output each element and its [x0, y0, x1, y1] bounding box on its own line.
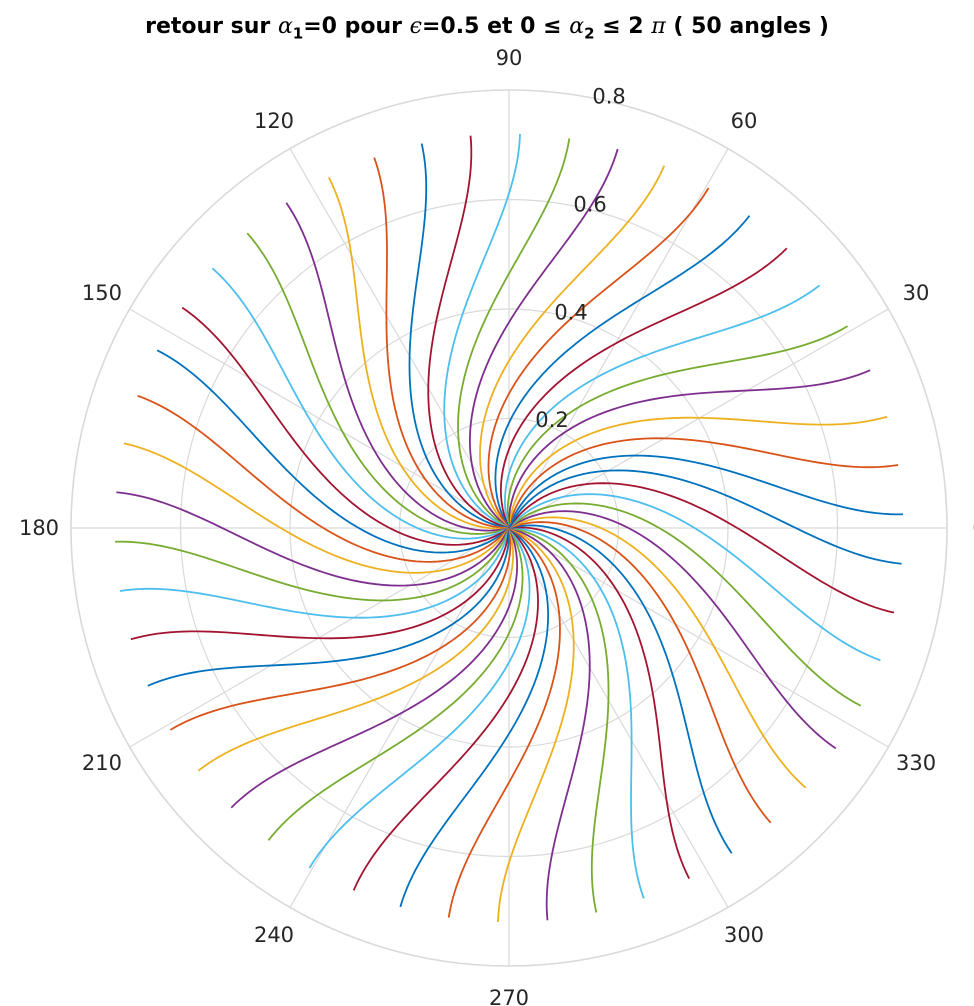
series-line-1	[508, 437, 899, 529]
series-line-39	[508, 527, 610, 913]
series-line-12	[443, 133, 521, 529]
series-line-34	[352, 527, 539, 891]
title-alpha2-subscript: 2	[584, 24, 595, 43]
angle-tick-label-30: 30	[903, 281, 930, 305]
chart-title: retour sur α1=0 pour ϵ=0.5 et 0 ≤ α2 ≤ 2…	[0, 14, 974, 42]
angle-tick-label-180: 180	[19, 516, 59, 540]
angle-tick-label-0: 0	[972, 516, 974, 540]
series-line-28	[147, 527, 511, 687]
series-line-3	[507, 369, 871, 529]
radial-tick-label-0: 0.2	[535, 408, 568, 432]
series-line-41	[508, 526, 690, 880]
series-line-40	[508, 527, 645, 899]
series-line-2	[508, 415, 888, 529]
series-line-33	[308, 527, 531, 869]
series-line-42	[508, 524, 733, 854]
series-line-19	[211, 267, 510, 540]
radial-tick-label-2: 0.6	[573, 192, 606, 216]
series-line-21	[156, 349, 510, 554]
series-line-31	[230, 527, 519, 809]
series-line-29	[169, 527, 512, 731]
title-mid2: =0.5 et 0 ≤	[422, 14, 570, 39]
series-line-6	[499, 247, 788, 529]
series-line-7	[494, 215, 751, 529]
angle-tick-label-240: 240	[254, 923, 294, 947]
series-line-8	[487, 187, 710, 529]
angle-tick-label-90: 90	[496, 46, 523, 70]
title-alpha2-symbol: α	[569, 14, 585, 39]
series-line-48	[508, 482, 895, 614]
series-line-46	[508, 502, 862, 707]
series-line-14	[408, 143, 510, 529]
angle-tick-label-210: 210	[82, 751, 122, 775]
angle-tick-label-150: 150	[82, 281, 122, 305]
series-line-32	[267, 527, 524, 841]
series-line-44	[508, 516, 807, 789]
title-mid1: =0 pour	[303, 14, 410, 39]
series-line-20	[181, 306, 510, 546]
series-line-36	[447, 527, 561, 918]
series-line-23	[123, 442, 510, 574]
angle-tick-label-330: 330	[896, 751, 936, 775]
title-alpha1-subscript: 1	[292, 24, 304, 43]
series-line-45	[508, 510, 837, 750]
series-line-11	[457, 138, 571, 529]
series-line-25	[115, 527, 510, 602]
series-line-5	[503, 284, 821, 529]
series-line-4	[506, 325, 849, 529]
angle-tick-label-270: 270	[489, 986, 529, 1006]
series-line-10	[468, 148, 619, 529]
angular-grid-spoke-5	[129, 308, 510, 529]
series-line-22	[137, 394, 510, 563]
series-line-13	[427, 135, 510, 529]
series-line-24	[116, 491, 510, 587]
series-line-26	[119, 527, 510, 619]
title-mid3: ≤ 2	[594, 14, 652, 39]
series-line-47	[508, 493, 881, 662]
angle-tick-label-300: 300	[724, 923, 764, 947]
angle-tick-label-60: 60	[731, 109, 758, 133]
series-line-35	[399, 527, 550, 908]
title-suffix: ( 50 angles )	[665, 14, 829, 39]
title-epsilon-symbol: ϵ	[409, 14, 422, 39]
series-line-0	[508, 454, 903, 529]
angle-tick-label-120: 120	[254, 109, 294, 133]
series-line-30	[197, 527, 515, 772]
series-line-27	[130, 527, 510, 641]
series-line-15	[373, 157, 510, 529]
series-line-38	[508, 527, 591, 921]
series-group	[115, 133, 903, 923]
title-alpha1-symbol: α	[277, 14, 293, 39]
series-line-16	[328, 176, 510, 530]
series-line-49	[508, 469, 902, 565]
title-prefix: retour sur	[145, 14, 278, 39]
series-line-37	[497, 527, 575, 923]
radial-tick-label-3: 0.8	[592, 85, 625, 109]
series-line-9	[479, 165, 666, 529]
title-pi-symbol: π	[651, 14, 666, 39]
radial-tick-label-1: 0.4	[554, 300, 587, 324]
tick-labels: 0 30 60 90 120 150 180 210 240 270 300 330 0.2 0.4 0.6…	[19, 46, 974, 1006]
series-line-43	[508, 521, 772, 824]
series-line-18	[246, 232, 510, 535]
series-line-17	[285, 202, 510, 532]
angular-grid-spoke-11	[508, 527, 889, 748]
